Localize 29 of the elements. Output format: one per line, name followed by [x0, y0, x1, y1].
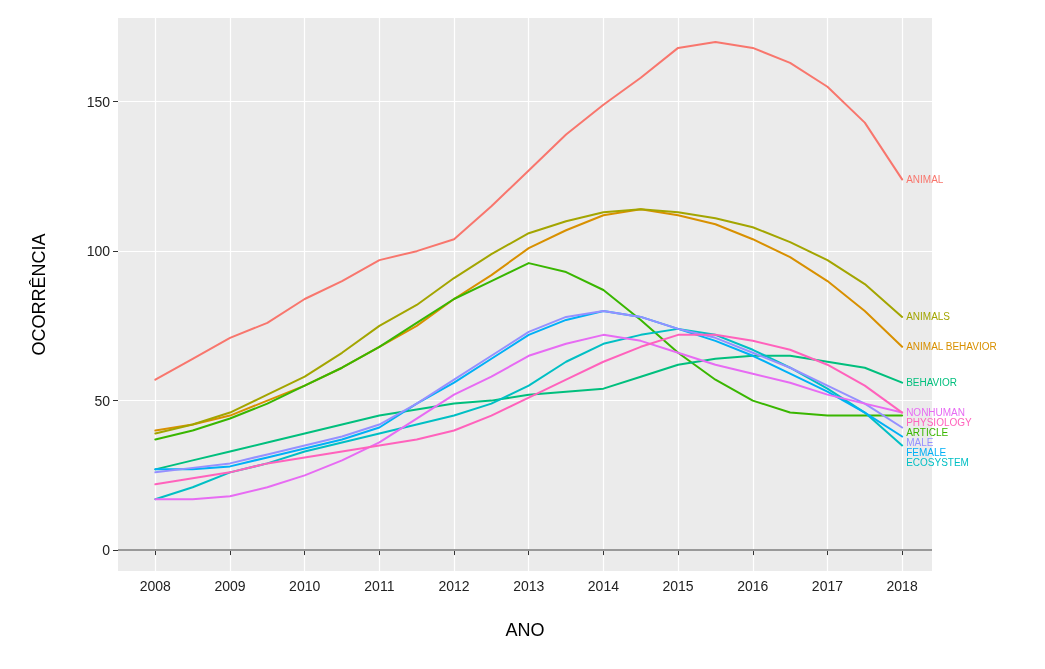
- x-tick-label: 2010: [289, 578, 321, 594]
- series-label: FEMALE: [906, 447, 947, 459]
- x-tick-label: 2017: [811, 578, 844, 594]
- x-tick-label: 2013: [513, 578, 545, 594]
- x-tick-label: 2011: [364, 578, 395, 594]
- y-axis-title: OCORRÊNCIA: [29, 233, 49, 356]
- series-label: MALE: [906, 437, 934, 449]
- y-tick-label: 150: [86, 93, 111, 110]
- x-axis-title: ANO: [505, 620, 545, 640]
- x-tick-label: 2015: [662, 578, 694, 594]
- series-label: ANIMAL BEHAVIOR: [906, 341, 997, 353]
- x-tick-label: 2018: [886, 578, 918, 594]
- x-tick-label: 2016: [737, 578, 769, 594]
- x-tick-label: 2012: [438, 578, 470, 594]
- line-series: [154, 262, 904, 441]
- x-tick-label: 2008: [139, 578, 172, 594]
- series-label: ECOSYSTEM: [906, 457, 969, 469]
- x-tick-label: 2009: [214, 578, 246, 594]
- line-series: [154, 40, 904, 381]
- series-label: ANIMAL: [906, 173, 944, 185]
- y-tick-label: 100: [86, 243, 111, 260]
- x-tick-label: 2014: [587, 578, 620, 594]
- y-tick-label: 0: [102, 542, 111, 559]
- series-label: NONHUMAN: [906, 407, 966, 419]
- series-label: BEHAVIOR: [906, 377, 958, 389]
- series-label: PHYSIOLOGY: [906, 417, 973, 429]
- series-label: ARTICLE: [906, 427, 949, 439]
- series-label: ANIMALS: [906, 311, 951, 323]
- y-tick-label: 50: [94, 392, 111, 409]
